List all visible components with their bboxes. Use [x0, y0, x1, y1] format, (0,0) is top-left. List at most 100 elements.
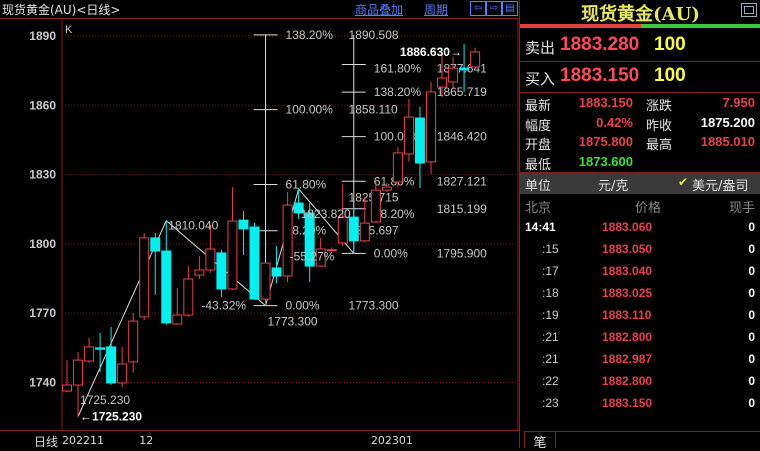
- maximize-icon[interactable]: [741, 3, 757, 17]
- buy-quote: 买入 1883.150 100: [520, 62, 760, 93]
- sell-price: 1883.280: [560, 34, 639, 56]
- y-tick-label: 1890: [29, 29, 56, 43]
- fib-level-value: 1846.420: [437, 130, 487, 144]
- candle-body: [283, 205, 292, 276]
- candle-body: [438, 78, 447, 87]
- tick-volume: 0: [748, 264, 755, 278]
- panel-toggle-icon[interactable]: ▤: [502, 1, 518, 16]
- stat-label: 最高: [646, 134, 672, 153]
- candle[interactable]: [129, 313, 138, 373]
- candle-body: [449, 68, 458, 82]
- tick-volume: 0: [748, 352, 755, 366]
- price-annotation: 1773.300: [268, 315, 318, 329]
- candle-body: [74, 360, 83, 385]
- tick-row: 14:41 1883.060 0: [520, 219, 760, 237]
- tick-volume: 0: [748, 396, 755, 410]
- unit-option-usd-ounce[interactable]: 美元/盎司: [692, 175, 748, 194]
- candle[interactable]: [471, 48, 480, 67]
- tick-time: :23: [542, 396, 559, 410]
- candle[interactable]: [261, 262, 270, 305]
- x-tick-label: 202301: [371, 434, 413, 447]
- tick-time: :17: [542, 264, 559, 278]
- candle[interactable]: [96, 333, 105, 372]
- candle-body: [184, 279, 193, 315]
- buy-label: 买入: [525, 68, 555, 89]
- candle[interactable]: [393, 147, 402, 187]
- tab-strip: [555, 431, 760, 448]
- ticks-header-price: 价格: [635, 197, 661, 216]
- price-annotation: -43.32%: [201, 299, 246, 313]
- stat-value: 1873.600: [579, 154, 633, 169]
- fib-level-percent: 100.00%: [286, 103, 334, 117]
- candle-body: [250, 227, 259, 299]
- candle[interactable]: [140, 233, 149, 320]
- fib-level-value: 1890.508: [349, 28, 399, 42]
- price-annotation: ←1725.230: [80, 410, 142, 424]
- candle[interactable]: [283, 192, 292, 282]
- stat-label: 幅度: [525, 115, 551, 134]
- candle-body: [239, 220, 248, 229]
- arrow-right-icon[interactable]: ⇨: [486, 1, 502, 16]
- candle-body: [107, 347, 116, 383]
- chart-title: 现货黄金(AU)<日线>: [2, 1, 120, 18]
- fib-level-value: 1795.900: [437, 246, 487, 260]
- stat-value: 0.42%: [596, 115, 633, 130]
- arrow-left-icon[interactable]: ⇦: [470, 1, 486, 16]
- candle[interactable]: [63, 360, 72, 392]
- x-tick-label: 202211: [62, 434, 104, 447]
- candle-body: [162, 251, 171, 323]
- candle-body: [206, 249, 215, 270]
- candle-body: [173, 315, 182, 324]
- candle[interactable]: [426, 82, 435, 174]
- buy-ratio-bar: [641, 24, 760, 28]
- candle[interactable]: [85, 338, 94, 363]
- candle[interactable]: [162, 221, 171, 325]
- candle[interactable]: [415, 107, 424, 188]
- candle[interactable]: [173, 288, 182, 325]
- tick-row: :15 1883.050 0: [520, 241, 760, 259]
- candle[interactable]: [217, 250, 226, 297]
- candle[interactable]: [195, 256, 204, 279]
- tick-price: 1882.800: [602, 330, 652, 344]
- tick-price: 1883.025: [602, 286, 652, 300]
- y-tick-label: 1830: [29, 168, 56, 182]
- period-link[interactable]: 周期: [424, 1, 448, 18]
- candle-body: [426, 92, 435, 162]
- overlay-commodity-link[interactable]: 商品叠加: [355, 1, 403, 18]
- stat-value: 1885.010: [701, 134, 755, 149]
- unit-option-yuan-gram[interactable]: 元/克: [598, 175, 628, 194]
- stat-label: 涨跌: [646, 95, 672, 114]
- buy-price: 1883.150: [560, 65, 639, 87]
- tab-ticks[interactable]: 笔: [524, 431, 556, 448]
- candle[interactable]: [118, 347, 127, 387]
- candlestick-chart[interactable]: K 189018601830180017701740138.20%1890.50…: [0, 19, 519, 430]
- fib-level-value: 1815.199: [437, 202, 487, 216]
- tick-time: :22: [542, 374, 559, 388]
- price-annotation: 1886.630→: [400, 45, 462, 59]
- fib-level-percent: 100.00%: [374, 130, 422, 144]
- stat-label: 昨收: [646, 115, 672, 134]
- tick-volume: 0: [748, 286, 755, 300]
- period-label: 日线: [34, 433, 58, 450]
- tick-price: 1883.110: [602, 308, 651, 322]
- candle-body: [471, 52, 480, 67]
- candle-body: [96, 348, 105, 349]
- candle[interactable]: [151, 233, 160, 295]
- candle-body: [404, 117, 413, 154]
- candle[interactable]: [228, 187, 237, 290]
- candle-body: [460, 68, 469, 70]
- candle-body: [393, 153, 402, 182]
- price-annotation: 1810.040: [168, 218, 218, 232]
- candle-body: [85, 347, 94, 361]
- candle[interactable]: [184, 266, 193, 317]
- price-annotation: 1823.820: [301, 207, 351, 221]
- candle[interactable]: [239, 211, 248, 255]
- tick-price: 1882.987: [602, 352, 652, 366]
- buy-volume: 100: [654, 65, 686, 87]
- candle-body: [371, 190, 380, 222]
- candle-body: [382, 187, 391, 190]
- candle[interactable]: [404, 99, 413, 162]
- candle[interactable]: [250, 223, 259, 300]
- stat-value: 1875.800: [579, 134, 633, 149]
- stat-value: 7.950: [722, 95, 755, 110]
